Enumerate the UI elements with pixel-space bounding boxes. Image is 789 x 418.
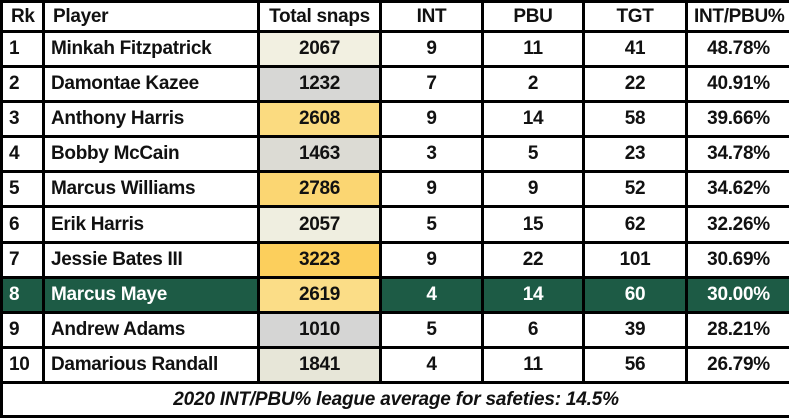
total-snaps-cell: 1841 [257,345,382,385]
player-name-cell: Minkah Fitzpatrick [42,29,260,69]
total-snaps-cell: 2057 [257,205,382,244]
player-name-cell: Erik Harris [42,205,260,244]
rank-cell: 4 [0,135,45,174]
player-name-cell: Andrew Adams [42,310,260,349]
total-snaps-cell: 1232 [257,65,382,104]
player-name-cell: Damarious Randall [42,345,260,385]
int-cell: 4 [379,345,484,385]
header-player: Player [42,0,260,33]
rank-cell: 7 [0,240,45,279]
table-row: 2 Damontae Kazee 1232 7 2 22 40.91% [0,65,789,104]
int-pbu-pct-cell: 30.00% [685,275,789,314]
tgt-cell: 41 [582,29,688,69]
int-cell: 9 [379,29,484,69]
pbu-cell: 15 [481,205,585,244]
pbu-cell: 5 [481,135,585,174]
pbu-cell: 14 [481,100,585,139]
rank-cell: 8 [0,275,45,314]
player-name-cell: Marcus Maye [42,275,260,314]
player-name-cell: Bobby McCain [42,135,260,174]
pbu-cell: 6 [481,310,585,349]
table-row: 9 Andrew Adams 1010 5 6 39 28.21% [0,310,789,349]
tgt-cell: 58 [582,100,688,139]
tgt-cell: 22 [582,65,688,104]
table-body: 1 Minkah Fitzpatrick 2067 9 11 41 48.78%… [0,29,789,385]
int-pbu-pct-cell: 40.91% [685,65,789,104]
int-pbu-pct-cell: 34.62% [685,170,789,209]
int-cell: 9 [379,170,484,209]
total-snaps-cell: 2619 [257,275,382,314]
total-snaps-cell: 3223 [257,240,382,279]
int-pbu-pct-cell: 26.79% [685,345,789,385]
int-cell: 7 [379,65,484,104]
header-rk: Rk [0,0,45,33]
table-row: 8 Marcus Maye 2619 4 14 60 30.00% [0,275,789,314]
pbu-cell: 11 [481,29,585,69]
int-pbu-pct-cell: 39.66% [685,100,789,139]
rank-cell: 6 [0,205,45,244]
total-snaps-cell: 1010 [257,310,382,349]
total-snaps-cell: 1463 [257,135,382,174]
int-cell: 4 [379,275,484,314]
pbu-cell: 9 [481,170,585,209]
tgt-cell: 62 [582,205,688,244]
table-footer-row: 2020 INT/PBU% league average for safetie… [0,381,789,418]
tgt-cell: 60 [582,275,688,314]
table-row: 6 Erik Harris 2057 5 15 62 32.26% [0,205,789,244]
int-cell: 9 [379,100,484,139]
header-int: INT [379,0,484,33]
table-header-row: Rk Player Total snaps INT PBU TGT INT/PB… [0,0,789,33]
table-row: 5 Marcus Williams 2786 9 9 52 34.62% [0,170,789,209]
pbu-cell: 14 [481,275,585,314]
total-snaps-cell: 2786 [257,170,382,209]
league-average-note: 2020 INT/PBU% league average for safetie… [0,381,789,418]
table-row: 4 Bobby McCain 1463 3 5 23 34.78% [0,135,789,174]
rank-cell: 1 [0,29,45,69]
header-tgt: TGT [582,0,688,33]
tgt-cell: 56 [582,345,688,385]
int-pbu-pct-cell: 34.78% [685,135,789,174]
rank-cell: 2 [0,65,45,104]
int-pbu-pct-cell: 28.21% [685,310,789,349]
player-name-cell: Damontae Kazee [42,65,260,104]
pbu-cell: 2 [481,65,585,104]
tgt-cell: 39 [582,310,688,349]
table-row: 3 Anthony Harris 2608 9 14 58 39.66% [0,100,789,139]
header-int-pbu-pct: INT/PBU% [685,0,789,33]
rank-cell: 5 [0,170,45,209]
int-pbu-pct-cell: 30.69% [685,240,789,279]
tgt-cell: 101 [582,240,688,279]
total-snaps-cell: 2608 [257,100,382,139]
int-cell: 5 [379,205,484,244]
header-pbu: PBU [481,0,585,33]
int-cell: 9 [379,240,484,279]
total-snaps-cell: 2067 [257,29,382,69]
table-row: 1 Minkah Fitzpatrick 2067 9 11 41 48.78% [0,29,789,69]
int-pbu-pct-cell: 48.78% [685,29,789,69]
rank-cell: 9 [0,310,45,349]
table-row: 7 Jessie Bates III 3223 9 22 101 30.69% [0,240,789,279]
pbu-cell: 22 [481,240,585,279]
int-cell: 5 [379,310,484,349]
header-total-snaps: Total snaps [257,0,382,33]
tgt-cell: 23 [582,135,688,174]
player-name-cell: Jessie Bates III [42,240,260,279]
player-name-cell: Anthony Harris [42,100,260,139]
rank-cell: 3 [0,100,45,139]
int-pbu-pct-cell: 32.26% [685,205,789,244]
int-cell: 3 [379,135,484,174]
rank-cell: 10 [0,345,45,385]
player-name-cell: Marcus Williams [42,170,260,209]
table-row: 10 Damarious Randall 1841 4 11 56 26.79% [0,345,789,385]
pbu-cell: 11 [481,345,585,385]
tgt-cell: 52 [582,170,688,209]
